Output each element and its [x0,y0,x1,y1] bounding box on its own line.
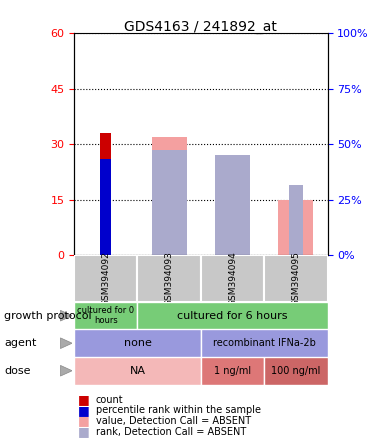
Polygon shape [60,310,72,321]
Text: ■: ■ [78,414,90,428]
Bar [215,159,250,255]
Text: cultured for 0
hours: cultured for 0 hours [77,306,134,325]
FancyBboxPatch shape [201,357,264,385]
FancyBboxPatch shape [137,255,201,302]
Text: GSM394095: GSM394095 [291,251,300,306]
Text: count: count [96,395,123,404]
Text: dose: dose [4,366,30,376]
FancyBboxPatch shape [201,329,328,357]
Bar [152,137,186,255]
FancyBboxPatch shape [74,329,201,357]
Text: 1 ng/ml: 1 ng/ml [214,366,251,376]
FancyBboxPatch shape [74,357,201,385]
Text: value, Detection Call = ABSENT: value, Detection Call = ABSENT [96,416,251,426]
Bar [215,155,250,255]
Text: NA: NA [129,366,145,376]
FancyBboxPatch shape [201,255,264,302]
Text: GSM394093: GSM394093 [165,251,174,306]
Text: ■: ■ [78,393,90,406]
Bar [278,200,313,255]
Text: none: none [124,338,151,348]
Text: rank, Detection Call = ABSENT: rank, Detection Call = ABSENT [96,427,246,436]
FancyBboxPatch shape [137,302,328,329]
FancyBboxPatch shape [264,255,328,302]
Bar [289,185,303,255]
Bar [100,133,112,255]
Text: percentile rank within the sample: percentile rank within the sample [96,405,261,415]
FancyBboxPatch shape [74,302,137,329]
Text: GSM394094: GSM394094 [228,251,237,306]
Text: GDS4163 / 241892_at: GDS4163 / 241892_at [124,20,277,34]
Text: 100 ng/ml: 100 ng/ml [271,366,321,376]
Text: growth protocol: growth protocol [4,311,92,321]
Polygon shape [60,338,72,349]
Text: ■: ■ [78,425,90,438]
Text: ■: ■ [78,404,90,417]
Text: recombinant IFNa-2b: recombinant IFNa-2b [213,338,316,348]
Bar [100,159,112,255]
Bar [152,150,186,255]
FancyBboxPatch shape [74,255,137,302]
FancyBboxPatch shape [264,357,328,385]
Text: agent: agent [4,338,36,348]
Polygon shape [60,365,72,376]
Text: cultured for 6 hours: cultured for 6 hours [177,311,288,321]
Text: GSM394092: GSM394092 [101,251,110,306]
